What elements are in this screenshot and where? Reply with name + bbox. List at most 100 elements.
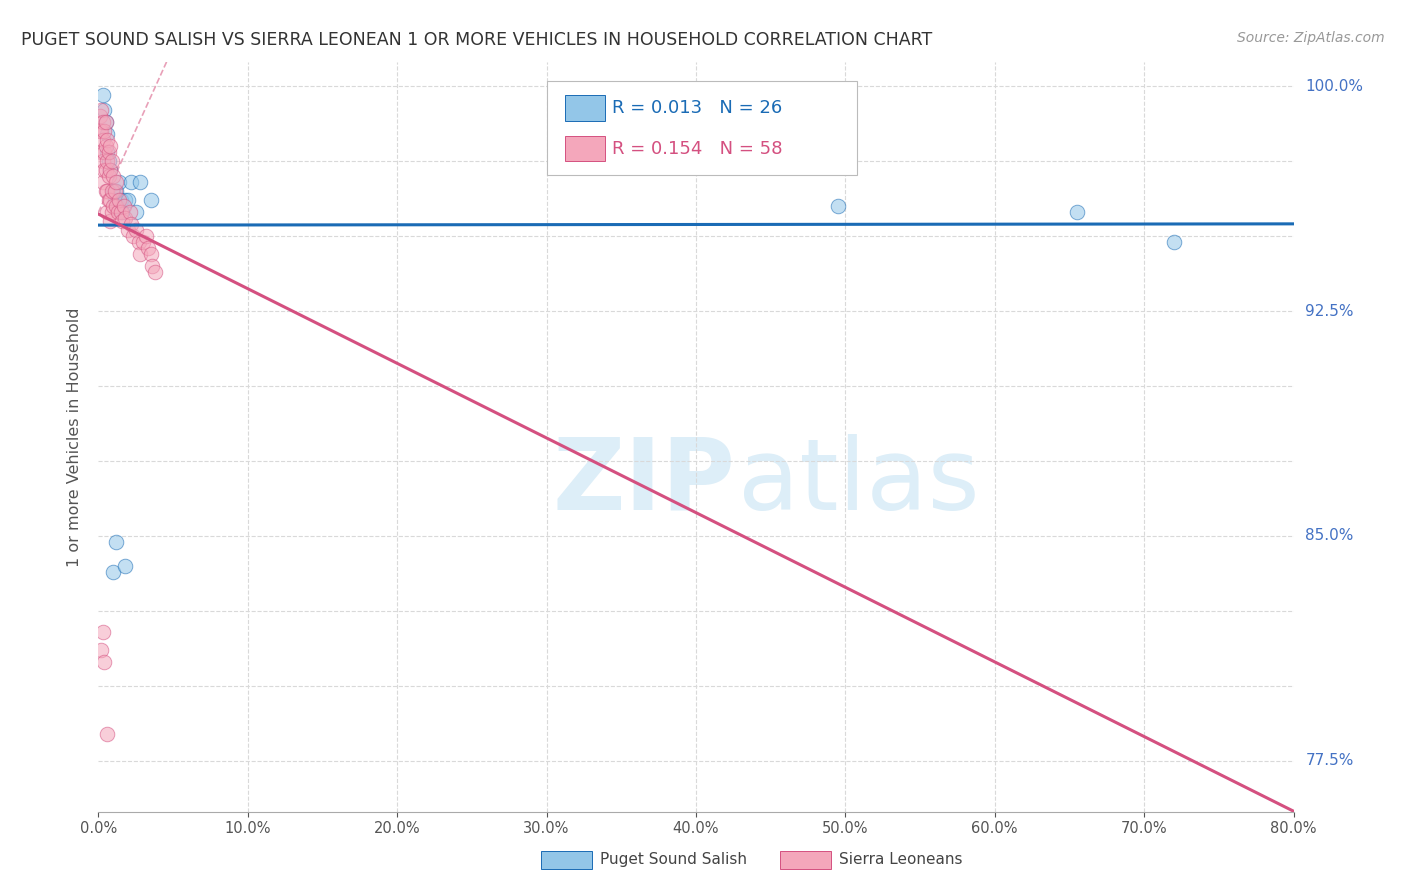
Point (107, 199, 129, 213)
Point (114, 211, 136, 226)
Point (120, 175, 142, 189)
Point (96, 184, 118, 198)
Point (1163, 235, 1185, 250)
Point (141, 259, 163, 273)
Point (1066, 205, 1088, 219)
Text: atlas: atlas (738, 434, 980, 531)
Point (105, 175, 128, 189)
Point (101, 184, 124, 198)
Point (96, 133, 118, 147)
Point (89, 124, 111, 138)
Point (129, 175, 152, 189)
Point (111, 214, 134, 228)
Point (93, 103, 115, 118)
Point (93, 124, 115, 138)
Point (103, 169, 125, 184)
Point (97, 145, 120, 160)
Point (110, 205, 132, 219)
Point (104, 184, 127, 198)
Point (105, 184, 128, 198)
Point (143, 265, 166, 279)
Point (112, 199, 135, 213)
Point (101, 154, 124, 169)
Point (111, 205, 134, 219)
FancyBboxPatch shape (565, 136, 605, 161)
Text: 77.5%: 77.5% (1306, 753, 1354, 768)
Text: R = 0.013   N = 26: R = 0.013 N = 26 (613, 99, 783, 117)
Point (110, 194, 132, 208)
Point (108, 194, 131, 208)
Point (96, 727, 118, 741)
Point (98, 163, 122, 178)
Point (139, 194, 162, 208)
Point (120, 217, 142, 231)
Point (91, 133, 114, 147)
Point (91, 154, 114, 169)
Text: 85.0%: 85.0% (1306, 528, 1354, 543)
Point (90, 643, 112, 657)
Point (94, 163, 117, 178)
Point (96, 154, 118, 169)
Text: Sierra Leoneans: Sierra Leoneans (839, 853, 963, 867)
Point (94, 115, 117, 129)
Point (97, 194, 120, 208)
Point (96, 128, 118, 142)
Point (105, 535, 128, 549)
Point (107, 205, 129, 219)
Point (96, 145, 118, 160)
Point (93, 655, 115, 669)
Point (104, 194, 127, 208)
Point (129, 247, 152, 261)
Point (139, 247, 162, 261)
Text: 100.0%: 100.0% (1306, 78, 1364, 94)
Text: ZIP: ZIP (553, 434, 735, 531)
Point (91, 88, 114, 103)
Point (94, 184, 117, 198)
Point (103, 565, 125, 579)
Point (114, 558, 136, 573)
Point (827, 199, 849, 213)
Point (105, 199, 128, 213)
Point (118, 205, 141, 219)
Point (132, 235, 155, 250)
Point (97, 154, 120, 169)
Point (98, 139, 122, 153)
Point (125, 223, 148, 237)
Point (135, 229, 157, 244)
Point (103, 199, 125, 213)
Point (98, 163, 122, 178)
Text: 92.5%: 92.5% (1306, 303, 1354, 318)
Point (96, 205, 118, 219)
Point (136, 241, 159, 255)
Text: R = 0.154   N = 58: R = 0.154 N = 58 (613, 140, 783, 158)
Point (101, 205, 124, 219)
Point (114, 194, 136, 208)
Point (91, 115, 114, 129)
Point (98, 194, 122, 208)
Point (117, 194, 139, 208)
Point (91, 175, 114, 189)
Point (94, 115, 117, 129)
Text: PUGET SOUND SALISH VS SIERRA LEONEAN 1 OR MORE VEHICLES IN HOUSEHOLD CORRELATION: PUGET SOUND SALISH VS SIERRA LEONEAN 1 O… (21, 31, 932, 49)
Point (97, 169, 120, 184)
Point (103, 184, 125, 198)
Text: Source: ZipAtlas.com: Source: ZipAtlas.com (1237, 31, 1385, 45)
Point (125, 205, 148, 219)
Text: Puget Sound Salish: Puget Sound Salish (600, 853, 748, 867)
FancyBboxPatch shape (565, 95, 605, 121)
Point (121, 229, 143, 244)
Point (98, 214, 122, 228)
Point (93, 145, 115, 160)
Point (89, 109, 111, 123)
Point (93, 163, 115, 178)
Point (117, 223, 139, 237)
Y-axis label: 1 or more Vehicles in Household: 1 or more Vehicles in Household (66, 308, 82, 566)
Point (91, 624, 114, 639)
Point (90, 124, 112, 138)
Point (90, 145, 112, 160)
Point (128, 235, 150, 250)
Point (108, 175, 131, 189)
FancyBboxPatch shape (547, 81, 858, 175)
Point (90, 103, 112, 118)
Point (94, 139, 117, 153)
